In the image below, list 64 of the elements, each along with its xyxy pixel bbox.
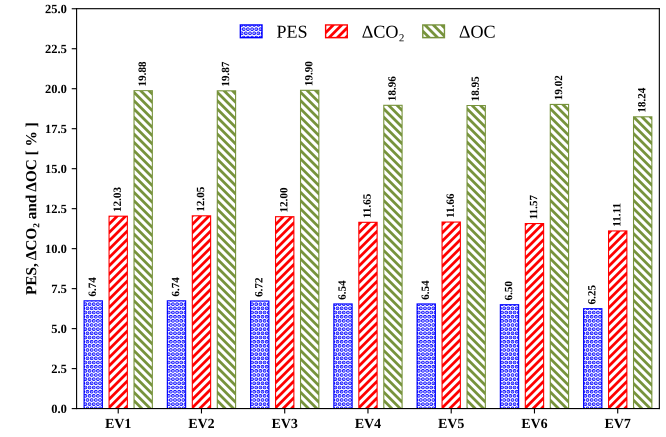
text: 6.54 (338, 280, 346, 300)
text: 18.96 (388, 76, 396, 100)
bar (166, 300, 186, 409)
text: 12.05 (196, 187, 204, 211)
x-tick-label: EV6 (522, 418, 548, 428)
bar (333, 303, 353, 409)
text: 11.11 (613, 204, 621, 226)
text: 19.88 (138, 62, 146, 86)
bar (358, 222, 378, 409)
bar (275, 216, 294, 409)
y-axis-title: PES, ΔCO₂ and ΔOC [ % ] (26, 123, 40, 295)
text: 18.24 (638, 88, 646, 112)
text: 19.02 (554, 76, 562, 100)
bar (608, 230, 628, 409)
x-tick-label: EV3 (272, 418, 298, 428)
x-tick-label: EV7 (604, 418, 630, 428)
text: 6.50 (504, 281, 512, 300)
text: 11.66 (446, 194, 454, 218)
text: 11.65 (363, 194, 371, 218)
x-tick-label: EV4 (355, 418, 381, 428)
legend-label: ΔCO₂ (362, 26, 404, 42)
text: 11.57 (530, 195, 538, 218)
bar (250, 300, 270, 409)
bar (583, 308, 602, 409)
bar (300, 90, 320, 409)
bar (416, 303, 436, 409)
bar (500, 304, 520, 409)
y-tick-label: 10.0 (46, 244, 66, 254)
legend-label: PES (276, 26, 306, 38)
y-tick-label: 0.0 (52, 404, 66, 414)
bar (442, 222, 461, 409)
y-tick-label: 25.0 (46, 4, 66, 14)
y-tick-label: 5.0 (52, 324, 66, 334)
text: 19.87 (222, 62, 230, 86)
y-tick-label: 12.5 (46, 204, 66, 214)
text: 12.00 (280, 188, 288, 212)
bar (216, 90, 236, 409)
bar (466, 104, 486, 409)
bar (383, 104, 403, 409)
bar (524, 222, 544, 409)
legend-label: ΔOC (460, 26, 495, 38)
bar (84, 300, 103, 409)
y-tick-label: 20.0 (46, 84, 66, 94)
text: 6.72 (255, 278, 263, 297)
x-tick-label: EV5 (438, 418, 464, 428)
text: 6.25 (588, 285, 596, 304)
x-tick-label: EV2 (188, 418, 214, 428)
y-tick-label: 7.5 (52, 284, 66, 294)
text: 12.03 (114, 187, 122, 212)
bar (133, 90, 153, 409)
text: 6.54 (422, 280, 430, 300)
text: 18.95 (471, 76, 480, 100)
y-tick-label: 15.0 (46, 164, 66, 174)
y-tick-label: 22.5 (46, 44, 66, 54)
text: 6.74 (88, 277, 96, 296)
text: 19.90 (304, 62, 313, 86)
text: 6.74 (172, 277, 180, 296)
bar (108, 216, 128, 409)
y-tick-label: 17.5 (46, 124, 66, 134)
bar (632, 116, 652, 409)
bar (550, 104, 570, 409)
y-tick-label: 2.5 (52, 364, 66, 374)
bar (192, 215, 212, 409)
x-tick-label: EV1 (105, 418, 131, 428)
